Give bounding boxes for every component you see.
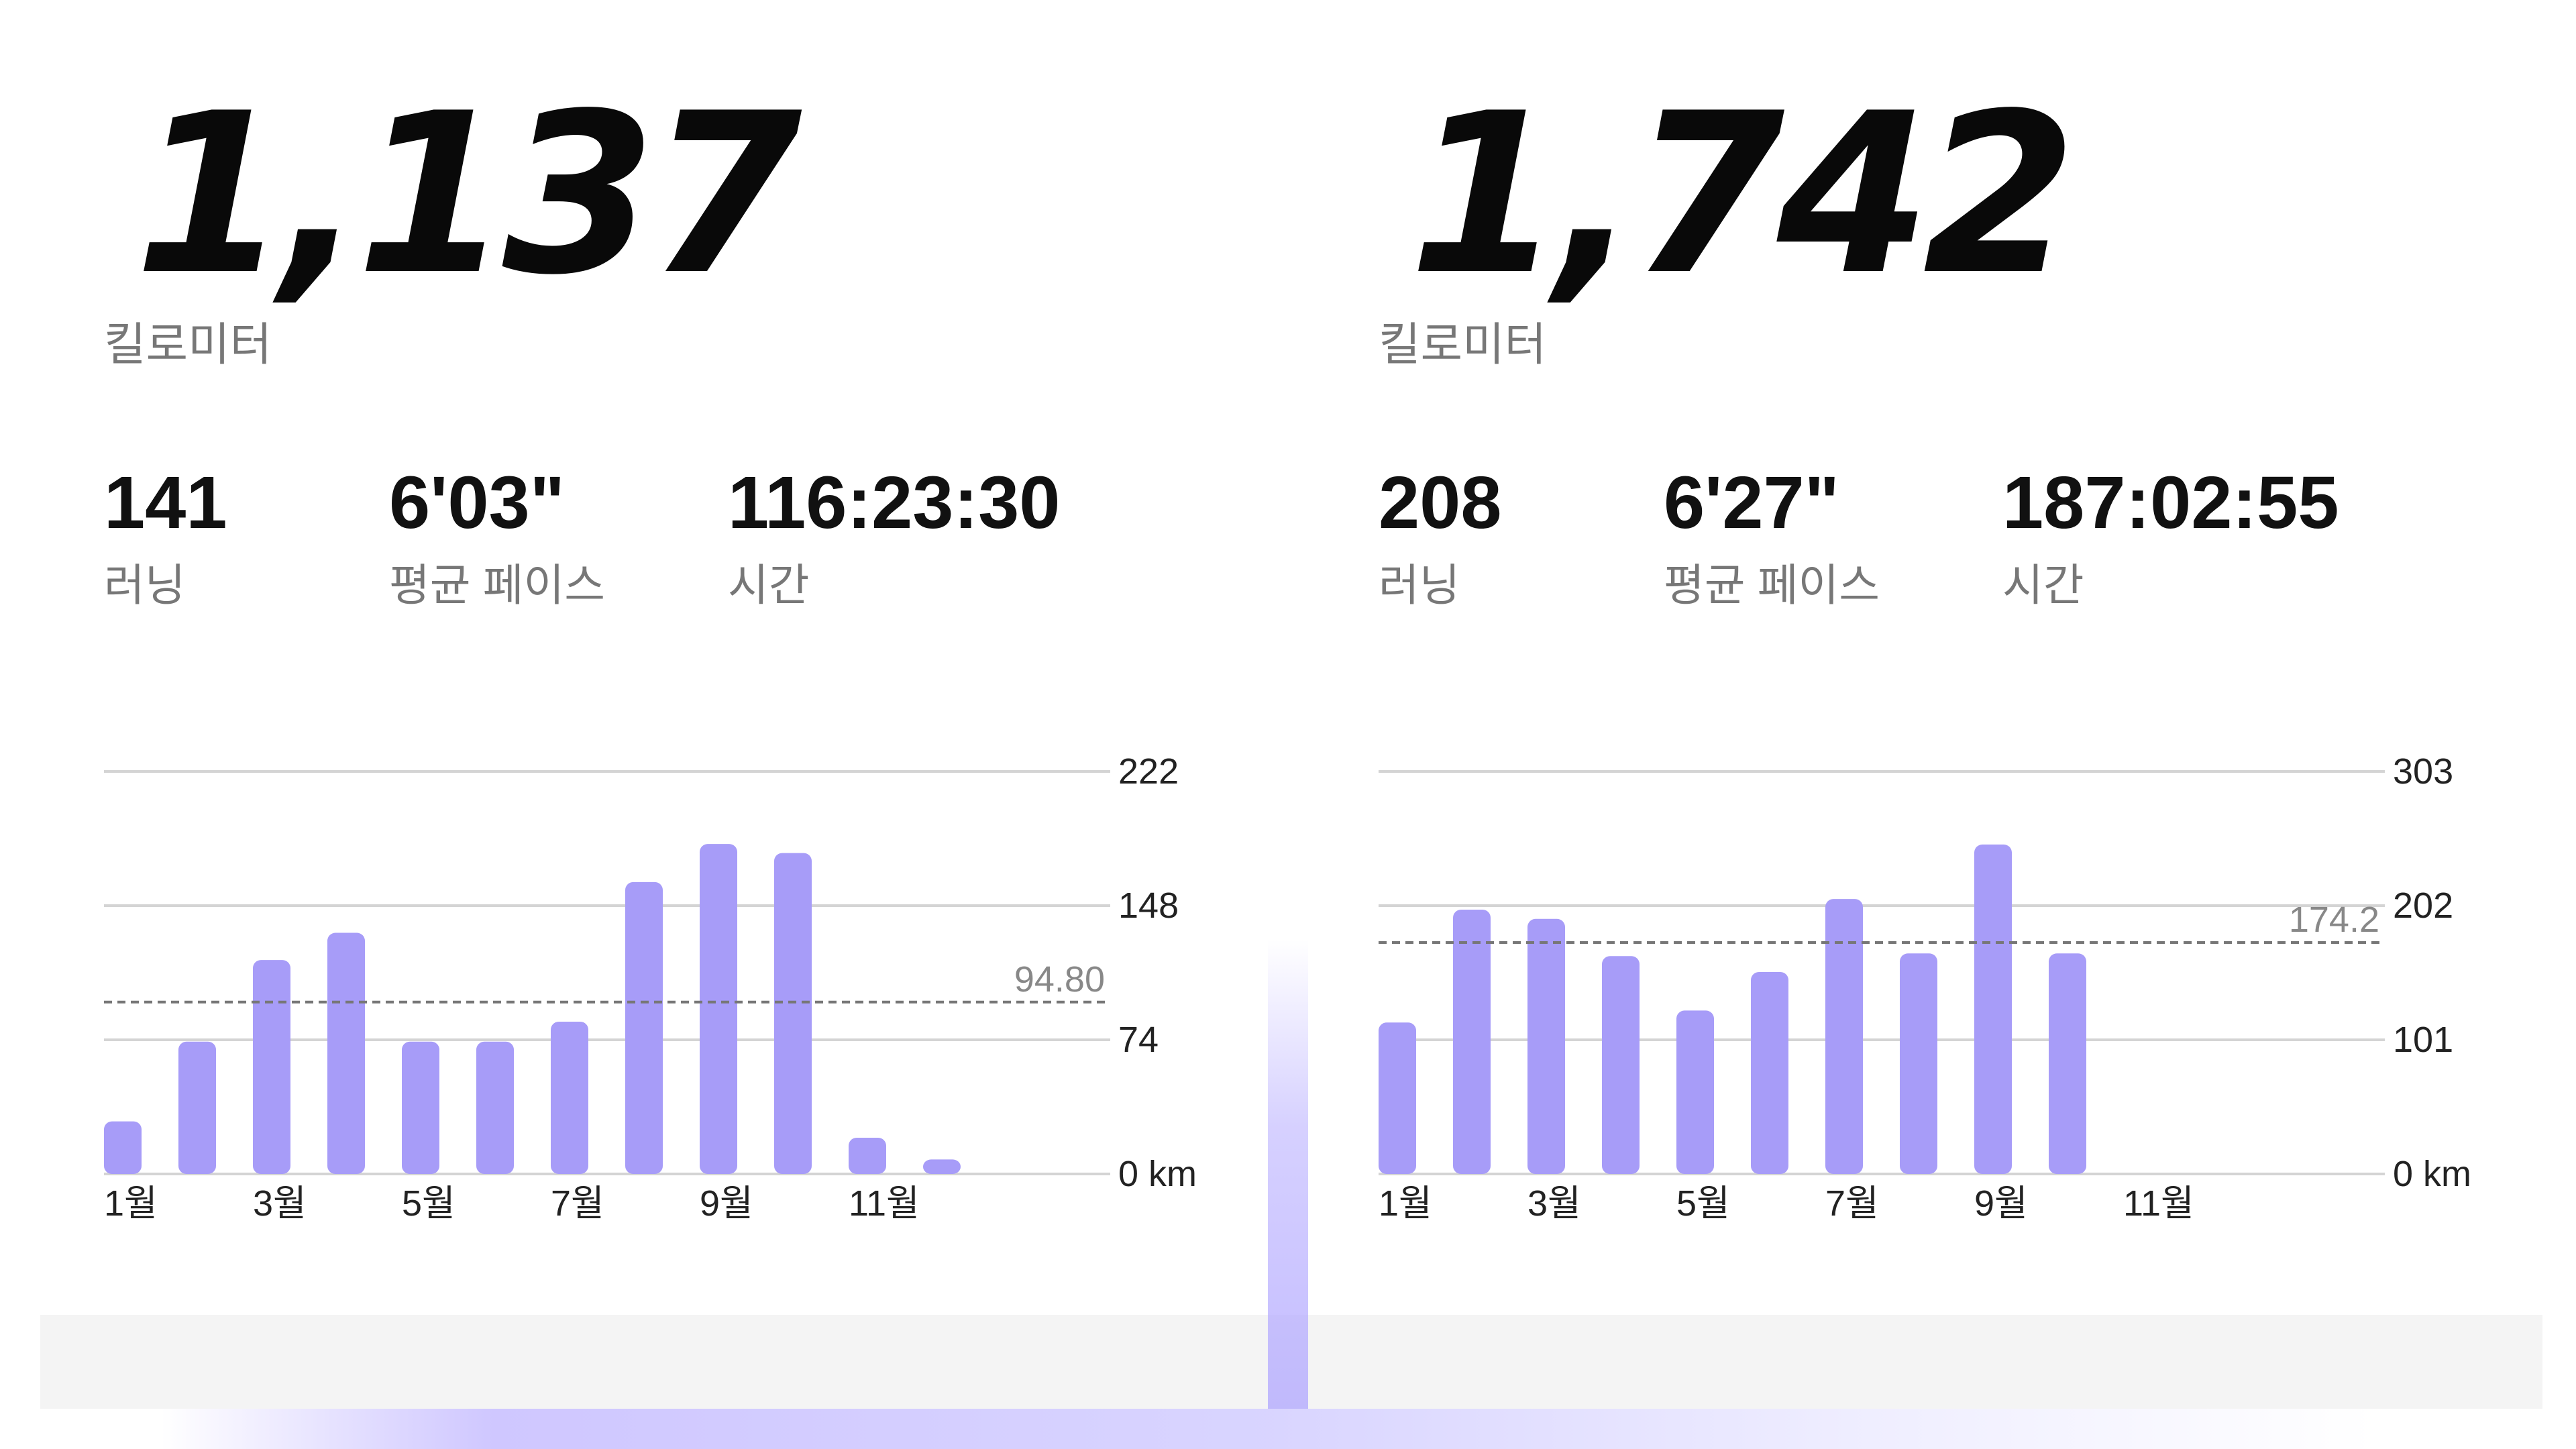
- left-chart-svg: 222 148 74 0 km 94.80 1월 3월 5월 7월 9월 11월: [104, 751, 1197, 1224]
- right-stats-panel: 1,742 킬로미터 208 러닝 6'27" 평균 페이스 187:02:55…: [1275, 0, 2549, 1315]
- left-run-count-value: 141: [104, 462, 227, 544]
- right-bar-3월: [1527, 918, 1565, 1174]
- right-total-distance: 1,742: [1409, 66, 2077, 323]
- left-bar-1월: [104, 1121, 142, 1174]
- left-bar-12월: [923, 1159, 961, 1174]
- left-bar-10월: [774, 853, 812, 1174]
- left-bar-11월: [849, 1137, 886, 1174]
- left-total-time-label: 시간: [728, 560, 810, 610]
- left-bar-3월: [253, 960, 290, 1174]
- right-bar-5월: [1676, 1010, 1714, 1174]
- left-bar-4월: [327, 932, 365, 1174]
- left-avg-pace-stat: 6'03" 평균 페이스: [389, 462, 605, 610]
- right-monthly-distance-chart: 303 202 101 0 km 174.2 1월 3월 5월 7월 9월 11월: [1275, 724, 2516, 1234]
- right-x-tick-label: 5월: [1676, 1183, 1730, 1224]
- left-average-label: 94.80: [1014, 959, 1105, 1000]
- left-run-count-label: 러닝: [104, 560, 186, 610]
- right-chart-svg: 303 202 101 0 km 174.2 1월 3월 5월 7월 9월 11월: [1379, 751, 2471, 1224]
- left-y-tick-label: 222: [1118, 751, 1179, 792]
- left-bar-2월: [178, 1041, 216, 1174]
- left-bar-6월: [476, 1041, 514, 1174]
- right-x-tick-label: 9월: [1974, 1183, 2028, 1224]
- right-x-tick-label: 1월: [1379, 1183, 1432, 1224]
- left-bar-9월: [700, 844, 737, 1174]
- right-run-count-value: 208: [1379, 462, 1502, 544]
- right-y-tick-label: 101: [2393, 1020, 2453, 1060]
- left-avg-pace-value: 6'03": [389, 462, 565, 544]
- left-bar-5월: [402, 1041, 439, 1174]
- right-distance-label: 킬로미터: [1379, 319, 1547, 370]
- left-y-tick-label: 148: [1118, 885, 1179, 926]
- right-bar-9월: [1974, 844, 2012, 1174]
- left-x-tick-label: 5월: [402, 1183, 455, 1224]
- right-avg-pace-stat: 6'27" 평균 페이스: [1664, 462, 1880, 610]
- left-avg-pace-label: 평균 페이스: [389, 560, 605, 610]
- left-distance-label: 킬로미터: [104, 319, 272, 370]
- right-x-tick-label: 7월: [1825, 1183, 1879, 1224]
- right-y-tick-label: 202: [2393, 885, 2453, 926]
- right-bar-4월: [1602, 956, 1640, 1174]
- left-y-tick-label: 0 km: [1118, 1154, 1197, 1194]
- right-bar-2월: [1453, 909, 1491, 1174]
- right-x-tick-label: 3월: [1527, 1183, 1581, 1224]
- left-y-tick-label: 74: [1118, 1020, 1159, 1060]
- right-total-time-label: 시간: [2002, 560, 2084, 610]
- left-x-tick-label: 3월: [253, 1183, 307, 1224]
- left-x-tick-label: 7월: [551, 1183, 604, 1224]
- right-y-tick-label: 303: [2393, 751, 2453, 792]
- right-run-count-stat: 208 러닝: [1379, 462, 1502, 610]
- left-total-time-value: 116:23:30: [728, 462, 1061, 544]
- right-bar-1월: [1379, 1022, 1416, 1174]
- left-total-time-stat: 116:23:30 시간: [728, 462, 1061, 610]
- left-x-tick-label: 11월: [849, 1183, 920, 1224]
- right-bar-10월: [2049, 953, 2086, 1174]
- right-run-count-label: 러닝: [1379, 560, 1460, 610]
- right-x-tick-label: 11월: [2123, 1183, 2194, 1224]
- right-total-time-value: 187:02:55: [2002, 462, 2339, 544]
- right-avg-pace-label: 평균 페이스: [1664, 560, 1880, 610]
- right-avg-pace-value: 6'27": [1664, 462, 1839, 544]
- right-average-label: 174.2: [2289, 900, 2379, 940]
- bottom-glow-strip: [161, 1409, 2375, 1449]
- left-monthly-distance-chart: 222 148 74 0 km 94.80 1월 3월 5월 7월 9월 11월: [0, 724, 1241, 1234]
- left-stats-panel: 1,137 킬로미터 141 러닝 6'03" 평균 페이스 116:23:30…: [0, 0, 1275, 1315]
- left-x-tick-label: 1월: [104, 1183, 158, 1224]
- left-bar-8월: [625, 881, 663, 1174]
- right-bar-8월: [1900, 953, 1937, 1174]
- left-x-tick-label: 9월: [700, 1183, 753, 1224]
- right-y-tick-label: 0 km: [2393, 1154, 2471, 1194]
- right-bar-6월: [1751, 972, 1788, 1174]
- left-bar-7월: [551, 1021, 588, 1174]
- left-total-distance: 1,137: [134, 66, 802, 323]
- left-run-count-stat: 141 러닝: [104, 462, 227, 610]
- right-total-time-stat: 187:02:55 시간: [2002, 462, 2339, 610]
- right-bar-7월: [1825, 899, 1863, 1174]
- center-divider-glow: [1268, 939, 1308, 1409]
